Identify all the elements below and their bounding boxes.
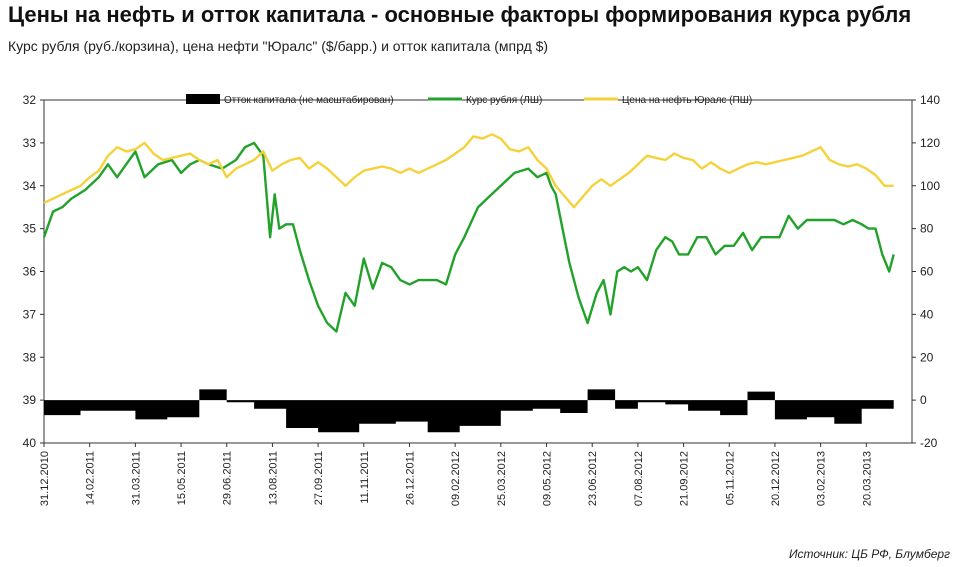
x-axis-tick-label: 11.11.2011 [359, 451, 371, 504]
x-axis-tick-label: 15.05.2011 [176, 451, 188, 505]
x-axis-tick-label: 31.03.2011 [130, 451, 142, 505]
legend-capital-outflow-label: Отток капитала (не масштабирован) [224, 94, 394, 106]
x-axis-tick-label: 09.05.2012 [542, 451, 554, 506]
right-axis-tick-label: 20 [920, 350, 934, 364]
x-axis-tick-label: 23.06.2012 [587, 451, 599, 506]
right-axis-tick-label: 120 [920, 136, 940, 150]
x-axis-tick-label: 21.09.2012 [679, 451, 691, 506]
plot-frame [43, 99, 913, 444]
urals-price-line [43, 133, 894, 209]
legend-urals-price-label: Цена на нефть Юралс (ПШ) [622, 94, 752, 106]
right-axis-tick-label: 40 [920, 307, 934, 321]
x-axis-tick-label: 09.02.2012 [450, 451, 462, 506]
x-axis-tick-label: 07.08.2012 [633, 451, 645, 506]
right-axis-tick-label: 0 [920, 393, 927, 407]
left-axis-tick-label: 38 [23, 350, 37, 364]
legend-ruble-rate-label: Курс рубля (ЛШ) [466, 94, 542, 106]
x-axis-tick-label: 14.02.2011 [85, 451, 97, 505]
chart-subtitle: Курс рубля (руб./корзина), цена нефти "Ю… [8, 38, 549, 54]
x-axis-tick-label: 20.03.2013 [861, 451, 873, 506]
x-axis-tick-label: 26.12.2011 [404, 451, 416, 505]
left-axis-tick-label: 32 [23, 93, 37, 107]
x-axis-tick-label: 31.12.2010 [39, 451, 51, 506]
x-axis-tick-label: 25.03.2012 [496, 451, 508, 506]
left-axis-tick-label: 34 [23, 179, 37, 193]
left-axis-tick-label: 36 [23, 265, 37, 279]
source-note: Источник: ЦБ РФ, Блумберг [788, 547, 950, 561]
x-axis-tick-label: 13.08.2011 [267, 451, 279, 505]
x-axis-tick-label: 27.09.2011 [313, 451, 325, 505]
right-axis-tick-label: 100 [920, 179, 940, 193]
right-axis-tick-label: -20 [920, 436, 938, 450]
x-axis-tick-label: 20.12.2012 [770, 451, 782, 506]
x-axis-tick-label: 05.11.2012 [724, 451, 736, 505]
left-axis-tick-label: 37 [23, 307, 37, 321]
legend-capital-outflow-swatch [186, 94, 220, 104]
left-axis-tick-label: 35 [23, 222, 37, 236]
right-axis-tick-label: 60 [920, 265, 934, 279]
x-axis-tick-label: 29.06.2011 [222, 451, 234, 505]
left-axis-tick-label: 39 [23, 393, 37, 407]
left-axis-tick-label: 40 [23, 436, 37, 450]
left-axis-tick-label: 33 [23, 136, 37, 150]
chart-title: Цены на нефть и отток капитала - основны… [8, 2, 912, 27]
x-axis-tick-label: 03.02.2013 [816, 451, 828, 506]
right-axis-tick-label: 80 [920, 222, 934, 236]
right-axis-tick-label: 140 [920, 93, 940, 107]
capital-outflow-area [44, 389, 894, 433]
